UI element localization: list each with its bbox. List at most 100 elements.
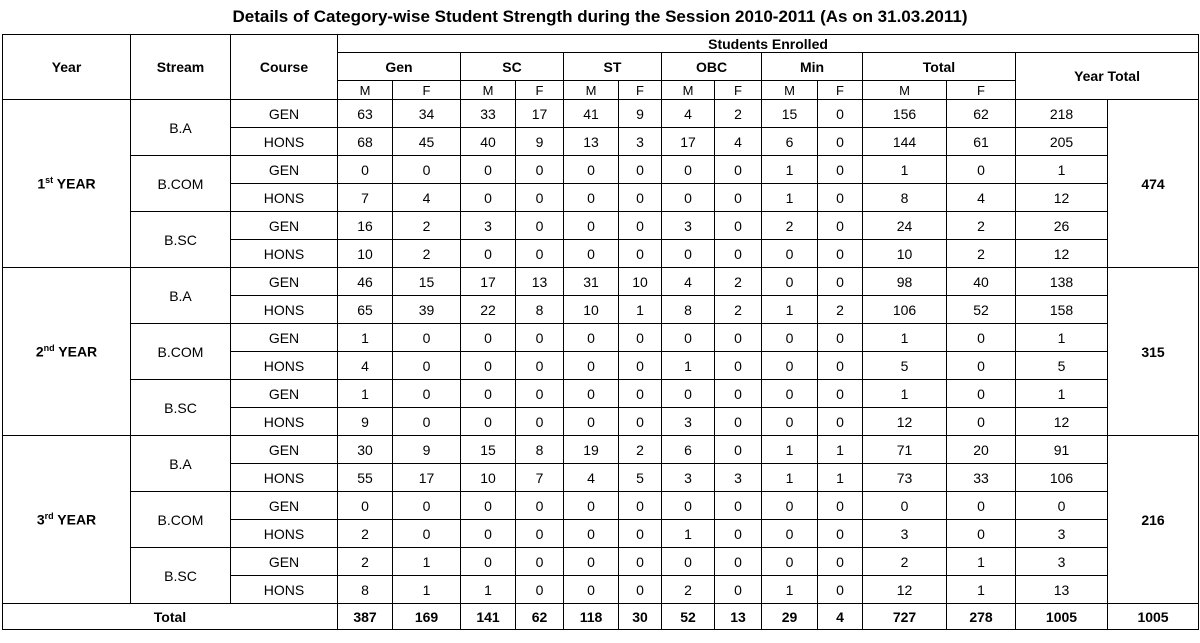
value-cell: 62 — [946, 99, 1016, 128]
year-number: 1 — [37, 175, 46, 192]
value-cell: 0 — [761, 547, 818, 576]
value-cell: 71 — [862, 435, 947, 464]
value-cell: 45 — [392, 127, 461, 156]
value-cell: 1 — [862, 155, 947, 184]
value-cell: 0 — [714, 547, 762, 576]
value-cell: 6 — [761, 127, 818, 156]
row-total: 1 — [1015, 323, 1108, 352]
value-cell: 39 — [392, 295, 461, 324]
value-cell: 0 — [460, 183, 516, 212]
value-cell: 17 — [515, 99, 564, 128]
value-cell: 20 — [946, 435, 1016, 464]
course-name: HONS — [230, 519, 338, 548]
value-cell: 0 — [515, 155, 564, 184]
year-ordinal-suffix: st — [45, 175, 54, 186]
value-cell: 1 — [862, 379, 947, 408]
value-cell: 0 — [460, 155, 516, 184]
value-cell: 98 — [862, 267, 947, 296]
value-cell: 0 — [761, 239, 818, 268]
table-row: 1st YEAR B.A GEN 63 34 33 17 41 9 4 2 15 0 156 62 218 47… — [2, 99, 1200, 268]
value-cell: 10 — [862, 239, 947, 268]
value-cell: 1 — [337, 323, 393, 352]
value-cell: 1 — [761, 183, 818, 212]
header-category: SC — [460, 52, 564, 81]
value-cell: 1 — [761, 435, 818, 464]
header-f: F — [714, 80, 762, 100]
course-name: GEN — [230, 267, 338, 296]
value-cell: 0 — [618, 547, 662, 576]
value-cell: 0 — [515, 519, 564, 548]
value-cell: 40 — [946, 267, 1016, 296]
header-category: Total — [862, 52, 1016, 81]
value-cell: 0 — [714, 323, 762, 352]
value-cell: 15 — [460, 435, 516, 464]
value-cell: 0 — [460, 351, 516, 380]
value-cell: 30 — [337, 435, 393, 464]
stream-name: B.SC — [130, 547, 231, 604]
value-cell: 0 — [761, 407, 818, 436]
year-word: YEAR — [54, 343, 98, 360]
total-label: Total — [2, 603, 338, 630]
value-cell: 3 — [661, 407, 715, 436]
value-cell: 0 — [515, 407, 564, 436]
value-cell: 0 — [618, 211, 662, 240]
value-cell: 0 — [563, 379, 619, 408]
value-cell: 0 — [460, 519, 516, 548]
value-cell: 3 — [661, 211, 715, 240]
value-cell: 1 — [817, 463, 863, 492]
row-total: 158 — [1015, 295, 1108, 324]
value-cell: 0 — [563, 575, 619, 604]
value-cell: 0 — [661, 239, 715, 268]
value-cell: 0 — [946, 491, 1016, 520]
header-stream: Stream — [130, 34, 231, 100]
value-cell: 9 — [618, 99, 662, 128]
total-value-cell: 13 — [714, 603, 762, 630]
year-label: 2nd YEAR — [2, 267, 131, 436]
stream-name: B.COM — [130, 491, 231, 548]
total-value-cell: 30 — [618, 603, 662, 630]
value-cell: 17 — [460, 267, 516, 296]
value-cell: 0 — [618, 323, 662, 352]
value-cell: 19 — [563, 435, 619, 464]
value-cell: 0 — [946, 519, 1016, 548]
table-row: HONS 55 17 10 7 4 5 3 3 1 1 73 33 106 — [3, 463, 1199, 492]
table-row: B.COM GEN 0 0 0 0 0 0 0 0 1 0 1 0 1 — [3, 155, 1199, 212]
value-cell: 31 — [563, 267, 619, 296]
course-name: HONS — [230, 463, 338, 492]
course-name: HONS — [230, 295, 338, 324]
value-cell: 0 — [392, 519, 461, 548]
year-ordinal-suffix: nd — [43, 343, 55, 354]
value-cell: 0 — [661, 183, 715, 212]
value-cell: 3 — [862, 519, 947, 548]
header-course: Course — [230, 34, 338, 100]
page-title: Details of Category-wise Student Strengt… — [232, 7, 968, 26]
value-cell: 10 — [618, 267, 662, 296]
total-value-cell: 4 — [817, 603, 863, 630]
value-cell: 0 — [563, 323, 619, 352]
value-cell: 0 — [714, 491, 762, 520]
table-row: B.COM GEN 0 0 0 0 0 0 0 0 0 0 0 0 0 — [3, 491, 1199, 548]
header-m: M — [337, 80, 393, 100]
course-name: HONS — [230, 575, 338, 604]
value-cell: 0 — [392, 379, 461, 408]
value-cell: 65 — [337, 295, 393, 324]
table-row: HONS 10 2 0 0 0 0 0 0 0 0 10 2 12 — [3, 239, 1199, 268]
value-cell: 2 — [392, 239, 461, 268]
year-word: YEAR — [53, 511, 97, 528]
value-cell: 61 — [946, 127, 1016, 156]
value-cell: 2 — [337, 519, 393, 548]
value-cell: 0 — [714, 239, 762, 268]
value-cell: 3 — [661, 463, 715, 492]
header-students-enrolled: Students Enrolled — [336, 34, 1200, 53]
value-cell: 1 — [392, 575, 461, 604]
value-cell: 0 — [563, 155, 619, 184]
course-name: GEN — [230, 155, 338, 184]
stream-name: B.A — [130, 99, 231, 156]
value-cell: 0 — [460, 407, 516, 436]
value-cell: 0 — [515, 379, 564, 408]
value-cell: 0 — [946, 323, 1016, 352]
grand-total: 1005 — [1106, 603, 1200, 630]
stream-name: B.COM — [130, 323, 231, 380]
header-f: F — [618, 80, 662, 100]
value-cell: 13 — [563, 127, 619, 156]
